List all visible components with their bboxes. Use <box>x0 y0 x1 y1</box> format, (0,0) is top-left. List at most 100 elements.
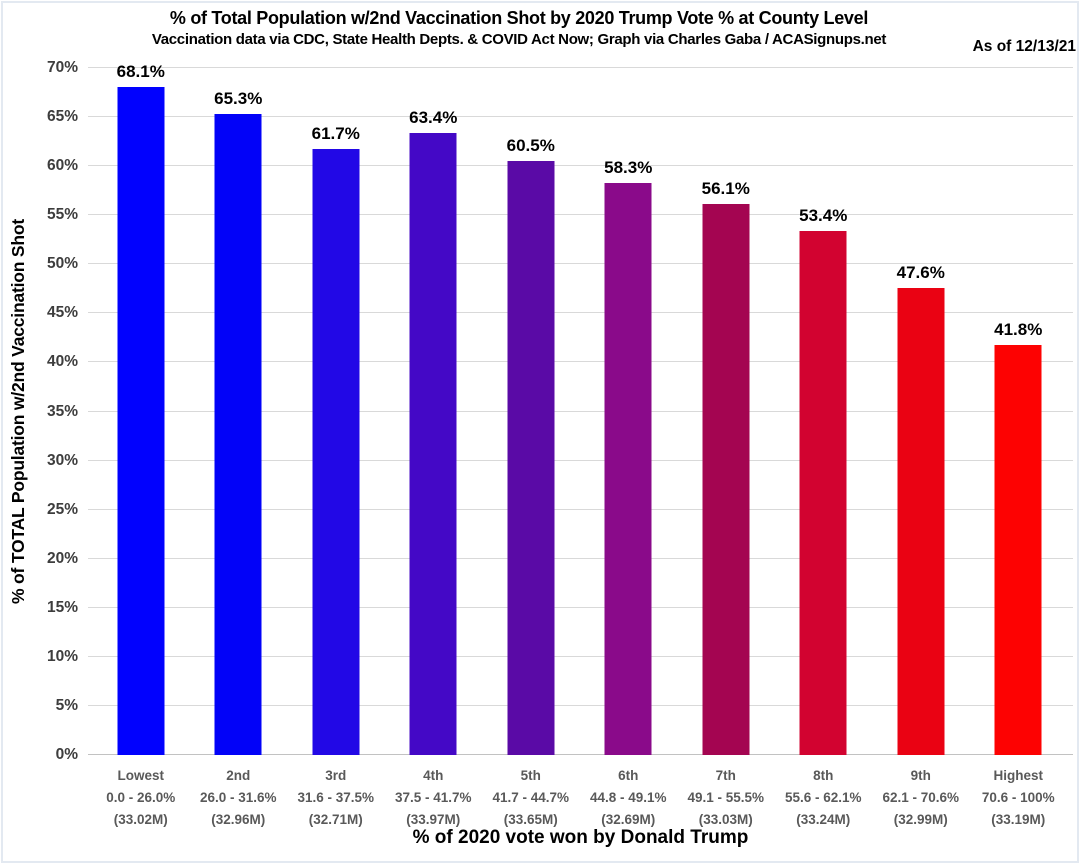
gridline-15 <box>88 606 1073 608</box>
gridline-70 <box>88 67 1073 68</box>
gridline-20 <box>88 557 1073 559</box>
x-category-population: (33.19M) <box>991 812 1046 827</box>
x-category-range: 62.1 - 70.6% <box>882 790 960 805</box>
bar-slot: 41.8% <box>970 68 1068 755</box>
y-tick-label-55: 55% <box>46 206 78 224</box>
x-category-rank: 9th <box>910 768 931 783</box>
bar-2nd <box>214 114 262 755</box>
x-category-label-7th: 7th 49.1 - 55.5% (33.03M) <box>677 765 775 831</box>
x-category-label-6th: 6th 44.8 - 49.1% (32.69M) <box>580 765 678 831</box>
x-category-range: 31.6 - 37.5% <box>297 790 375 805</box>
y-tick-label-25: 25% <box>46 500 78 518</box>
bar-9th <box>897 287 945 755</box>
bar-lowest <box>117 86 165 755</box>
bar-value-label: 60.5% <box>506 136 555 156</box>
x-category-population: (33.03M) <box>698 812 753 827</box>
bar-slot: 60.5% <box>482 68 580 755</box>
gridline-35 <box>88 410 1073 412</box>
x-category-population: (32.99M) <box>893 812 948 827</box>
x-category-label-9th: 9th 62.1 - 70.6% (32.99M) <box>872 765 970 831</box>
y-tick-label-30: 30% <box>46 451 78 469</box>
x-category-label-8th: 8th 55.6 - 62.1% (33.24M) <box>775 765 873 831</box>
x-category-rank: Lowest <box>117 768 164 783</box>
y-tick-label-60: 60% <box>46 157 78 175</box>
y-axis-ticks: 0% 5% 10% 15% 20% 25% 30% 35% 40% 45% 50% 55% 60% 65%… <box>0 59 80 763</box>
x-axis-title: % of 2020 vote won by Donald Trump <box>412 827 749 848</box>
x-category-range: 55.6 - 62.1% <box>784 790 862 805</box>
y-tick-label-65: 65% <box>46 108 78 126</box>
gridline-60 <box>88 165 1073 167</box>
y-tick-label-10: 10% <box>46 647 78 665</box>
x-category-rank: 3rd <box>325 768 347 783</box>
bar-value-label: 56.1% <box>701 179 750 199</box>
x-category-label-lowest: Lowest 0.0 - 26.0% (33.02M) <box>92 765 190 831</box>
y-tick-label-5: 5% <box>55 696 78 714</box>
x-category-range: 70.6 - 100% <box>981 790 1055 805</box>
gridline-10 <box>88 655 1073 657</box>
gridline-25 <box>88 508 1073 510</box>
x-category-population: (33.02M) <box>113 812 168 827</box>
gridline-30 <box>88 459 1073 461</box>
plot-area: 68.1% 65.3% 61.7% 63.4% 60.5% 58.3% 56.1% 53.4%… <box>88 62 1073 755</box>
bar-highest <box>994 344 1042 755</box>
gridline-5 <box>88 704 1073 706</box>
x-category-range: 49.1 - 55.5% <box>687 790 765 805</box>
bar-5th <box>507 161 555 755</box>
y-tick-label-20: 20% <box>46 549 78 567</box>
bar-6th <box>604 182 652 755</box>
x-category-range: 26.0 - 31.6% <box>199 790 277 805</box>
x-category-rank: 8th <box>813 768 834 783</box>
gridline-50 <box>88 263 1073 265</box>
bar-value-label: 53.4% <box>799 205 848 225</box>
x-category-population: (33.97M) <box>406 812 461 827</box>
bar-slot: 65.3% <box>190 68 288 755</box>
bar-value-label: 41.8% <box>994 319 1043 339</box>
x-category-population: (32.69M) <box>601 812 656 827</box>
y-tick-label-70: 70% <box>46 59 78 76</box>
bar-slot: 58.3% <box>580 68 678 755</box>
x-category-label-5th: 5th 41.7 - 44.7% (33.65M) <box>482 765 580 831</box>
bar-slot: 53.4% <box>775 68 873 755</box>
bar-value-label: 68.1% <box>116 61 165 81</box>
bar-value-label: 65.3% <box>214 89 263 109</box>
x-category-rank: Highest <box>993 768 1043 783</box>
x-category-rank: 2nd <box>226 768 251 783</box>
bar-slot: 63.4% <box>385 68 483 755</box>
chart-title: % of Total Population w/2nd Vaccination … <box>169 8 869 28</box>
x-category-label-2nd: 2nd 26.0 - 31.6% (32.96M) <box>190 765 288 831</box>
bar-7th <box>702 204 750 755</box>
gridline-40 <box>88 361 1073 363</box>
y-tick-label-45: 45% <box>46 304 78 322</box>
bar-slot: 61.7% <box>287 68 385 755</box>
bar-value-label: 63.4% <box>409 107 458 127</box>
bar-value-label: 61.7% <box>311 124 360 144</box>
gridline-55 <box>88 214 1073 216</box>
x-category-rank: 5th <box>520 768 541 783</box>
bar-series: 68.1% 65.3% 61.7% 63.4% 60.5% 58.3% 56.1% 53.4%… <box>92 62 1068 755</box>
x-axis-category-labels: Lowest 0.0 - 26.0% (33.02M) 2nd 26.0 - 31.6%… <box>92 765 1067 831</box>
y-tick-label-50: 50% <box>46 255 78 273</box>
x-category-range: 0.0 - 26.0% <box>106 790 176 805</box>
bar-8th <box>799 230 847 755</box>
bar-slot: 68.1% <box>92 62 190 755</box>
bar-4th <box>409 132 457 755</box>
chart-subtitle: Vaccination data via CDC, State Health D… <box>151 31 887 48</box>
x-category-rank: 4th <box>423 768 444 783</box>
x-category-rank: 7th <box>715 768 736 783</box>
as-of-date-label: As of 12/13/21 <box>972 38 1076 55</box>
gridline-0 <box>88 754 1073 755</box>
bar-slot: 47.6% <box>872 68 970 755</box>
x-category-range: 37.5 - 41.7% <box>394 790 472 805</box>
y-tick-label-0: 0% <box>55 746 78 763</box>
gridline-65 <box>88 116 1073 118</box>
y-tick-label-35: 35% <box>46 402 78 420</box>
bar-value-label: 47.6% <box>896 262 945 282</box>
x-category-label-highest: Highest 70.6 - 100% (33.19M) <box>970 765 1068 831</box>
x-category-population: (32.96M) <box>211 812 266 827</box>
x-category-range: 41.7 - 44.7% <box>492 790 570 805</box>
y-tick-label-40: 40% <box>46 353 78 371</box>
x-category-population: (33.24M) <box>796 812 851 827</box>
gridline-45 <box>88 312 1073 314</box>
y-tick-label-15: 15% <box>46 598 78 616</box>
